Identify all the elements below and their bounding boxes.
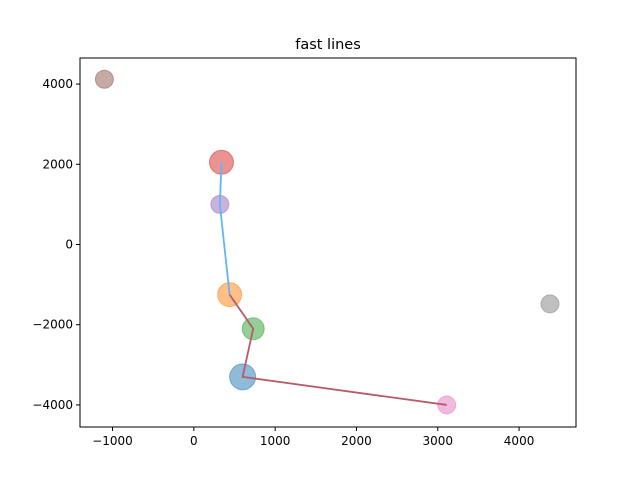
x-tick-label: 3000: [422, 434, 453, 448]
y-tick-label: 4000: [42, 77, 73, 91]
x-tick-label: −1000: [92, 434, 133, 448]
y-tick-label: −4000: [32, 398, 73, 412]
y-tick-label: −2000: [32, 318, 73, 332]
x-tick-label: 0: [190, 434, 198, 448]
chart-title: fast lines: [295, 37, 361, 53]
plot-marks: [94, 69, 560, 415]
x-tick-label: 2000: [341, 434, 372, 448]
series-line-1: [228, 294, 447, 406]
scatter-point-7: [540, 294, 560, 314]
x-tick-label: 1000: [260, 434, 291, 448]
scatter-point-5: [94, 69, 114, 89]
plot-frame: [79, 57, 577, 428]
y-tick-label: 2000: [42, 157, 73, 171]
y-tick-label: 0: [65, 238, 73, 252]
series-line-0: [218, 162, 231, 295]
x-tick-label: 4000: [504, 434, 535, 448]
x-axis: −1000 0 1000 2000 3000 4000: [92, 427, 534, 448]
y-axis: −4000 −2000 0 2000 4000: [32, 77, 80, 412]
